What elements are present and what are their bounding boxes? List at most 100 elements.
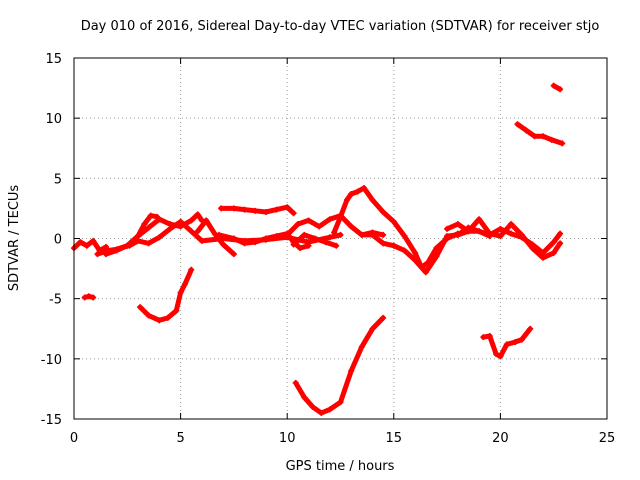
data-point — [390, 218, 397, 225]
data-point — [305, 217, 312, 224]
data-point — [557, 240, 564, 247]
series-line — [216, 231, 311, 251]
data-point — [273, 233, 280, 240]
data-point — [326, 406, 333, 413]
series-line — [515, 121, 565, 146]
data-point — [156, 317, 163, 324]
data-point — [203, 217, 210, 224]
data-point — [145, 312, 152, 319]
data-point — [508, 230, 515, 237]
data-point — [444, 225, 451, 232]
data-point — [211, 230, 218, 237]
data-point — [166, 225, 173, 232]
data-point — [348, 223, 355, 230]
series-line — [331, 185, 461, 270]
series-arc-17 — [480, 325, 534, 360]
data-point — [188, 217, 195, 224]
series-arc-19 — [550, 82, 564, 93]
x-tick-label: 0 — [70, 431, 78, 446]
series-arc-8 — [218, 204, 297, 217]
data-point — [531, 133, 538, 140]
data-point — [476, 228, 483, 235]
data-point — [476, 216, 483, 223]
data-point — [348, 367, 355, 374]
data-point — [390, 242, 397, 249]
data-point — [369, 325, 376, 332]
series-arc-2 — [81, 293, 97, 301]
data-point — [177, 289, 184, 296]
data-point — [188, 266, 195, 273]
series-line — [293, 315, 386, 416]
data-point — [557, 86, 564, 93]
axis-ticks — [73, 57, 608, 420]
data-point — [497, 353, 504, 360]
data-point — [550, 239, 557, 246]
data-point — [85, 293, 92, 300]
y-tick-label: -15 — [41, 413, 62, 428]
data-point — [401, 233, 408, 240]
y-tick-label: -5 — [49, 293, 62, 308]
x-tick-label: 20 — [492, 431, 509, 446]
data-point — [147, 212, 154, 219]
data-point — [326, 234, 333, 241]
data-point — [529, 241, 536, 248]
data-point — [548, 136, 555, 143]
data-point — [218, 205, 225, 212]
data-point — [309, 403, 316, 410]
data-point — [326, 216, 333, 223]
data-point — [369, 196, 376, 203]
y-tick-label: 15 — [45, 52, 62, 67]
data-point — [102, 251, 109, 258]
tick-labels: 0 5 10 15 20 25 -15 -10 -5 0 5 10 15 — [41, 52, 616, 446]
x-axis-label: GPS time / hours — [286, 459, 395, 474]
data-point — [292, 379, 299, 386]
data-point — [77, 239, 84, 246]
data-point — [90, 237, 97, 244]
series-arc-5 — [137, 266, 195, 324]
data-point — [316, 223, 323, 230]
data-point — [380, 314, 387, 321]
data-point — [508, 221, 515, 228]
data-point — [284, 204, 291, 211]
data-point — [177, 218, 184, 225]
y-tick-label: 10 — [45, 112, 62, 127]
data-point — [145, 240, 152, 247]
data-point — [284, 231, 291, 238]
data-point — [181, 281, 188, 288]
series-line — [455, 225, 563, 256]
series-arc-9 — [215, 230, 312, 252]
y-tick-label: -10 — [41, 353, 62, 368]
data-point — [301, 394, 308, 401]
data-point — [94, 251, 101, 258]
data-point — [194, 211, 201, 218]
data-point — [83, 242, 90, 249]
data-point — [557, 230, 564, 237]
data-point — [512, 338, 519, 345]
data-point — [503, 341, 510, 348]
data-point — [412, 257, 419, 264]
data-point — [550, 82, 557, 89]
grid — [74, 58, 607, 419]
data-point — [273, 206, 280, 213]
data-point — [486, 332, 493, 339]
data-point — [369, 231, 376, 238]
series-arc-16 — [454, 224, 564, 256]
data-point — [480, 334, 487, 341]
data-point — [358, 343, 365, 350]
data-point — [348, 190, 355, 197]
series-layer — [71, 82, 566, 416]
data-point — [497, 225, 504, 232]
data-point — [322, 239, 329, 246]
data-point — [412, 249, 419, 256]
data-point — [486, 231, 493, 238]
data-point — [518, 336, 525, 343]
data-point — [360, 184, 367, 191]
data-point — [294, 221, 301, 228]
data-point — [173, 307, 180, 314]
data-point — [493, 351, 500, 358]
data-point — [194, 228, 201, 235]
series-line — [137, 267, 194, 323]
data-point — [433, 253, 440, 260]
data-point — [380, 209, 387, 216]
data-point — [90, 294, 97, 301]
